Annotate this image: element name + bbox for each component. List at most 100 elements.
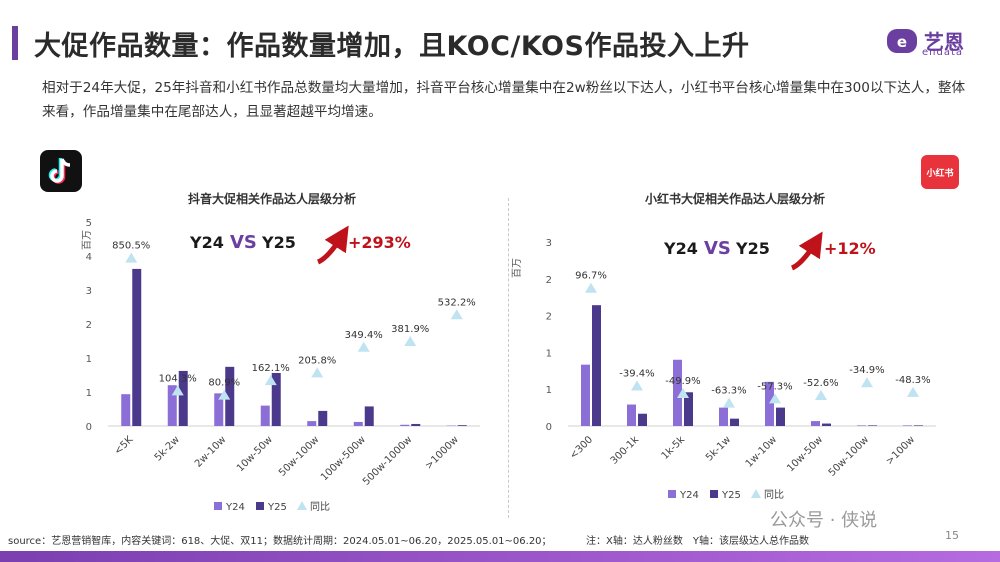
x-tick-label: 5k-2w [153, 434, 182, 463]
bar-y24 [353, 421, 363, 426]
compare-left-label: Y24 [663, 239, 698, 258]
x-tick-label: 50w-100w [277, 434, 321, 478]
ratio-label: 162.1% [252, 363, 290, 374]
bar-y25 [730, 418, 739, 426]
ratio-label: 850.5% [112, 241, 150, 252]
bar-y24 [765, 381, 774, 426]
growth-arrow-icon [316, 225, 349, 265]
bar-y24 [167, 385, 177, 426]
svg-text:e: e [897, 33, 907, 51]
compare-right-label: Y25 [261, 233, 296, 252]
ratio-marker [769, 393, 781, 404]
ratio-label: 205.8% [298, 355, 336, 366]
bar-y25 [638, 413, 647, 426]
ratio-marker [677, 388, 689, 399]
y-axis-label: 百万 [81, 230, 93, 250]
bar-y25 [225, 366, 235, 426]
compare-left-label: Y24 [189, 233, 224, 252]
ratio-marker [861, 377, 873, 388]
ratio-label: -52.6% [803, 378, 838, 389]
bar-y24 [400, 424, 410, 426]
bar-y25 [318, 410, 328, 426]
summary-text: 相对于24年大促，25年抖音和小红书作品总数量均大量增加，抖音平台核心增量集中在… [42, 80, 966, 120]
compare-vs-label: VS [704, 238, 731, 259]
ratio-label: -49.9% [665, 376, 700, 387]
chart-title: 抖音大促相关作品达人层级分析 [188, 191, 356, 206]
x-tick-label: <5K [113, 434, 136, 457]
bar-y25 [364, 406, 374, 426]
y-tick-label: 4 [86, 252, 92, 263]
bar-y24 [260, 405, 270, 426]
legend-label: 同比 [310, 501, 330, 513]
bar-y25 [868, 425, 877, 426]
y-tick-label: 0 [546, 422, 552, 433]
bar-y24 [811, 421, 820, 426]
ratio-marker [815, 389, 827, 400]
chart-title: 小红书大促相关作品达人层级分析 [645, 191, 825, 206]
x-tick-label: 500w-1000w [361, 434, 414, 487]
xiaohongshu-logo-icon: 小红书 [921, 155, 959, 189]
x-tick-label: >100w [884, 434, 917, 467]
bar-y24 [121, 394, 131, 426]
y-tick-label: 1 [546, 385, 552, 396]
ratio-label: -57.3% [757, 381, 792, 392]
bar-y24 [214, 393, 224, 426]
legend-label: Y24 [679, 490, 699, 501]
y-tick-label: 0 [86, 422, 92, 433]
ratio-label: 381.9% [391, 324, 429, 335]
growth-rate-label: +293% [348, 233, 411, 252]
bar-y24 [627, 404, 636, 426]
ratio-marker [218, 389, 231, 400]
ratio-label: -63.3% [711, 386, 746, 397]
y-tick-label: 1 [86, 354, 92, 365]
bar-y25 [776, 407, 785, 426]
legend-swatch [751, 489, 761, 498]
growth-arrow-icon [790, 231, 823, 271]
ratio-label: 96.7% [575, 271, 607, 282]
x-tick-label: 10w-50w [235, 434, 275, 474]
x-tick-label: >1000w [423, 434, 460, 471]
ratio-marker [585, 282, 597, 293]
bar-y25 [684, 392, 693, 426]
brand-logo-subtext: endata [922, 47, 964, 58]
compare-right-label: Y25 [735, 239, 770, 258]
brand-logo-icon: e [887, 29, 917, 53]
ratio-label: 349.4% [345, 330, 383, 341]
bar-y25 [457, 425, 467, 426]
x-tick-label: 2w-10w [193, 434, 228, 469]
page-title: 大促作品数量：作品数量增加，且KOC/KOS作品投入上升 [34, 31, 750, 62]
douyin-logo-icon [40, 150, 82, 192]
x-tick-label: 5k-1w [704, 434, 733, 463]
legend-swatch [214, 502, 222, 510]
y-axis-label: 百万 [511, 258, 523, 278]
bar-y24 [857, 425, 866, 426]
page-number: 15 [945, 529, 959, 542]
x-tick-label: 10w-50w [785, 434, 825, 474]
legend-swatch [256, 502, 264, 510]
bar-y25 [822, 423, 831, 426]
ratio-marker [311, 367, 324, 378]
ratio-label: -48.3% [895, 375, 930, 386]
ratio-label: 104.3% [159, 373, 197, 384]
x-tick-label: 300-1k [609, 434, 642, 467]
ratio-marker [357, 341, 370, 352]
bar-y25 [914, 425, 923, 426]
ratio-marker [404, 336, 417, 347]
growth-rate-label: +12% [824, 239, 876, 258]
source-note: source：艺恩营销智库，内容关键词：618、大促、双11；数据统计周期：20… [8, 536, 552, 547]
ratio-marker [450, 309, 463, 320]
legend-label: Y24 [225, 502, 245, 513]
ratio-label: 80.9% [208, 378, 240, 389]
bar-y24 [581, 364, 590, 426]
ratio-marker [125, 252, 138, 263]
x-tick-label: <300 [568, 434, 595, 461]
legend-label: Y25 [267, 502, 287, 513]
legend-label: 同比 [764, 489, 784, 501]
ratio-marker [907, 386, 919, 397]
ratio-label: 532.2% [438, 297, 476, 308]
x-tick-label: 100w-500w [319, 434, 368, 483]
ratio-label: -39.4% [619, 368, 654, 379]
axis-note: 注：X轴：达人粉丝数 Y轴：该层级达人总作品数 [586, 536, 809, 547]
bar-y25 [178, 370, 188, 426]
